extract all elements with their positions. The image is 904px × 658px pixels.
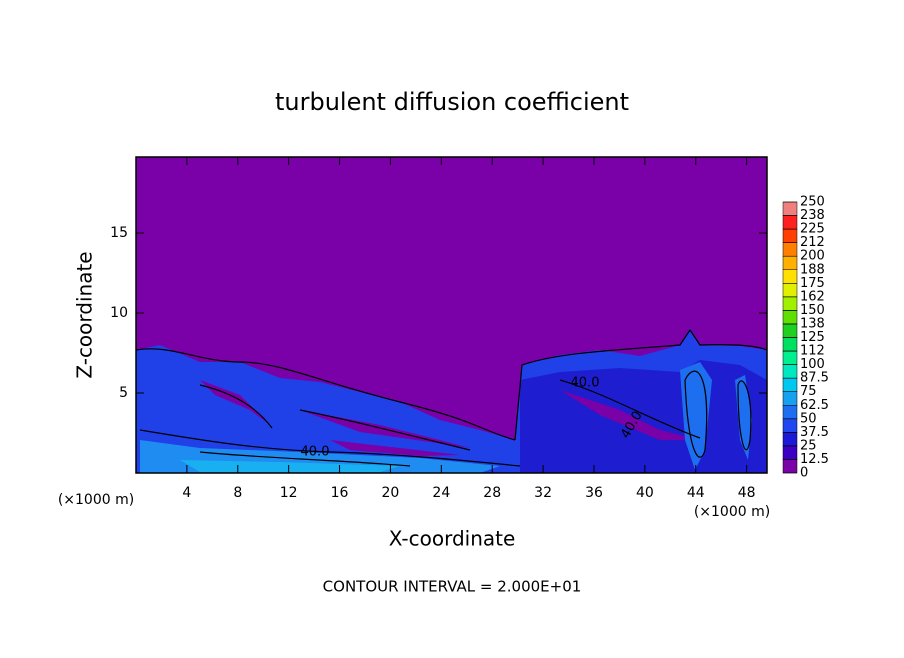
- colorbar-label: 238: [800, 208, 825, 223]
- colorbar-label: 162: [800, 289, 825, 304]
- colorbar-label: 87.5: [800, 371, 829, 386]
- contour-line: [139, 429, 521, 467]
- contour-line: [199, 384, 273, 429]
- y-unit: (×1000 m): [58, 492, 134, 508]
- plot-frame: [135, 156, 768, 474]
- contour-line: [299, 409, 471, 451]
- colorbar-box: [782, 391, 798, 406]
- colorbar-box: [782, 215, 798, 230]
- colorbar-box: [782, 296, 798, 311]
- colorbar-box: [782, 228, 798, 243]
- x-unit: (×1000 m): [694, 504, 770, 520]
- colorbar-box: [782, 283, 798, 298]
- chart-title: turbulent diffusion coefficient: [275, 88, 629, 116]
- colorbar-label: 112: [800, 344, 825, 359]
- colorbar-label: 62.5: [800, 398, 829, 413]
- contour-line: [684, 370, 708, 458]
- colorbar-box: [782, 337, 798, 352]
- field-streak: [330, 440, 460, 456]
- field-streak: [560, 390, 700, 440]
- footnote: CONTOUR INTERVAL = 2.000E+01: [323, 578, 582, 596]
- colorbar-label: 250: [800, 195, 825, 210]
- x-tick-label: 16: [331, 485, 349, 501]
- contour-line: [737, 380, 752, 451]
- contour-label: 40.0: [571, 376, 600, 391]
- colorbar-label: 125: [800, 330, 825, 345]
- colorbar-label: 50: [800, 411, 817, 426]
- x-tick-label: 40: [636, 485, 654, 501]
- y-tick-label: 15: [110, 225, 128, 241]
- x-tick-label: 4: [182, 485, 191, 501]
- x-tick-label: 36: [585, 485, 603, 501]
- x-tick-label: 32: [534, 485, 552, 501]
- colorbar-box: [782, 269, 798, 284]
- colorbar-box: [782, 459, 798, 474]
- colorbar-box: [782, 323, 798, 338]
- colorbar-box: [782, 418, 798, 433]
- x-tick-label: 28: [483, 485, 501, 501]
- colorbar-box: [782, 242, 798, 257]
- contour-line: [135, 348, 516, 441]
- colorbar-label: 25: [800, 438, 817, 453]
- x-axis-label: X-coordinate: [389, 527, 516, 551]
- y-tick-label: 10: [110, 305, 128, 321]
- field-streak: [200, 380, 270, 425]
- colorbar-label: 175: [800, 276, 825, 291]
- colorbar-box: [782, 350, 798, 365]
- contour-line: [559, 379, 701, 439]
- x-tick-label: 48: [738, 485, 756, 501]
- x-tick-label: 20: [382, 485, 400, 501]
- colorbar-box: [782, 255, 798, 271]
- contour-label: 40.0: [301, 445, 330, 460]
- x-tick-label: 12: [280, 485, 298, 501]
- x-tick-label: 8: [233, 485, 242, 501]
- colorbar-label: 188: [800, 262, 825, 277]
- colorbar-box: [782, 310, 798, 325]
- field-light: [180, 460, 400, 472]
- colorbar-label: 225: [800, 222, 825, 237]
- x-tick-label: 24: [432, 485, 450, 501]
- colorbar-label: 75: [800, 384, 817, 399]
- colorbar-box: [782, 445, 798, 460]
- contour-lines: [135, 328, 768, 467]
- colorbar-box: [782, 405, 798, 420]
- colorbar-box: [782, 432, 798, 447]
- colorbar-box: [782, 201, 798, 216]
- field: 40.0 40.0 40.0: [135, 157, 768, 473]
- colorbar-label: 0: [800, 466, 808, 481]
- colorbar-label: 212: [800, 235, 825, 250]
- colorbar-box: [782, 364, 798, 379]
- field-light: [735, 375, 752, 460]
- colorbar-label: 37.5: [800, 425, 829, 440]
- colorbar-label: 12.5: [800, 452, 829, 467]
- colorbar-label: 200: [800, 249, 825, 264]
- colorbar-label: 138: [800, 316, 825, 331]
- y-tick-label: 5: [119, 385, 128, 401]
- colorbar-box: [782, 377, 798, 392]
- y-axis-label: Z-coordinate: [73, 251, 97, 378]
- contour-line: [199, 451, 411, 467]
- contour-line: [514, 328, 768, 441]
- colorbar-label: 100: [800, 357, 825, 372]
- colorbar-label: 150: [800, 303, 825, 318]
- field-light: [680, 362, 712, 470]
- x-tick-label: 44: [687, 485, 705, 501]
